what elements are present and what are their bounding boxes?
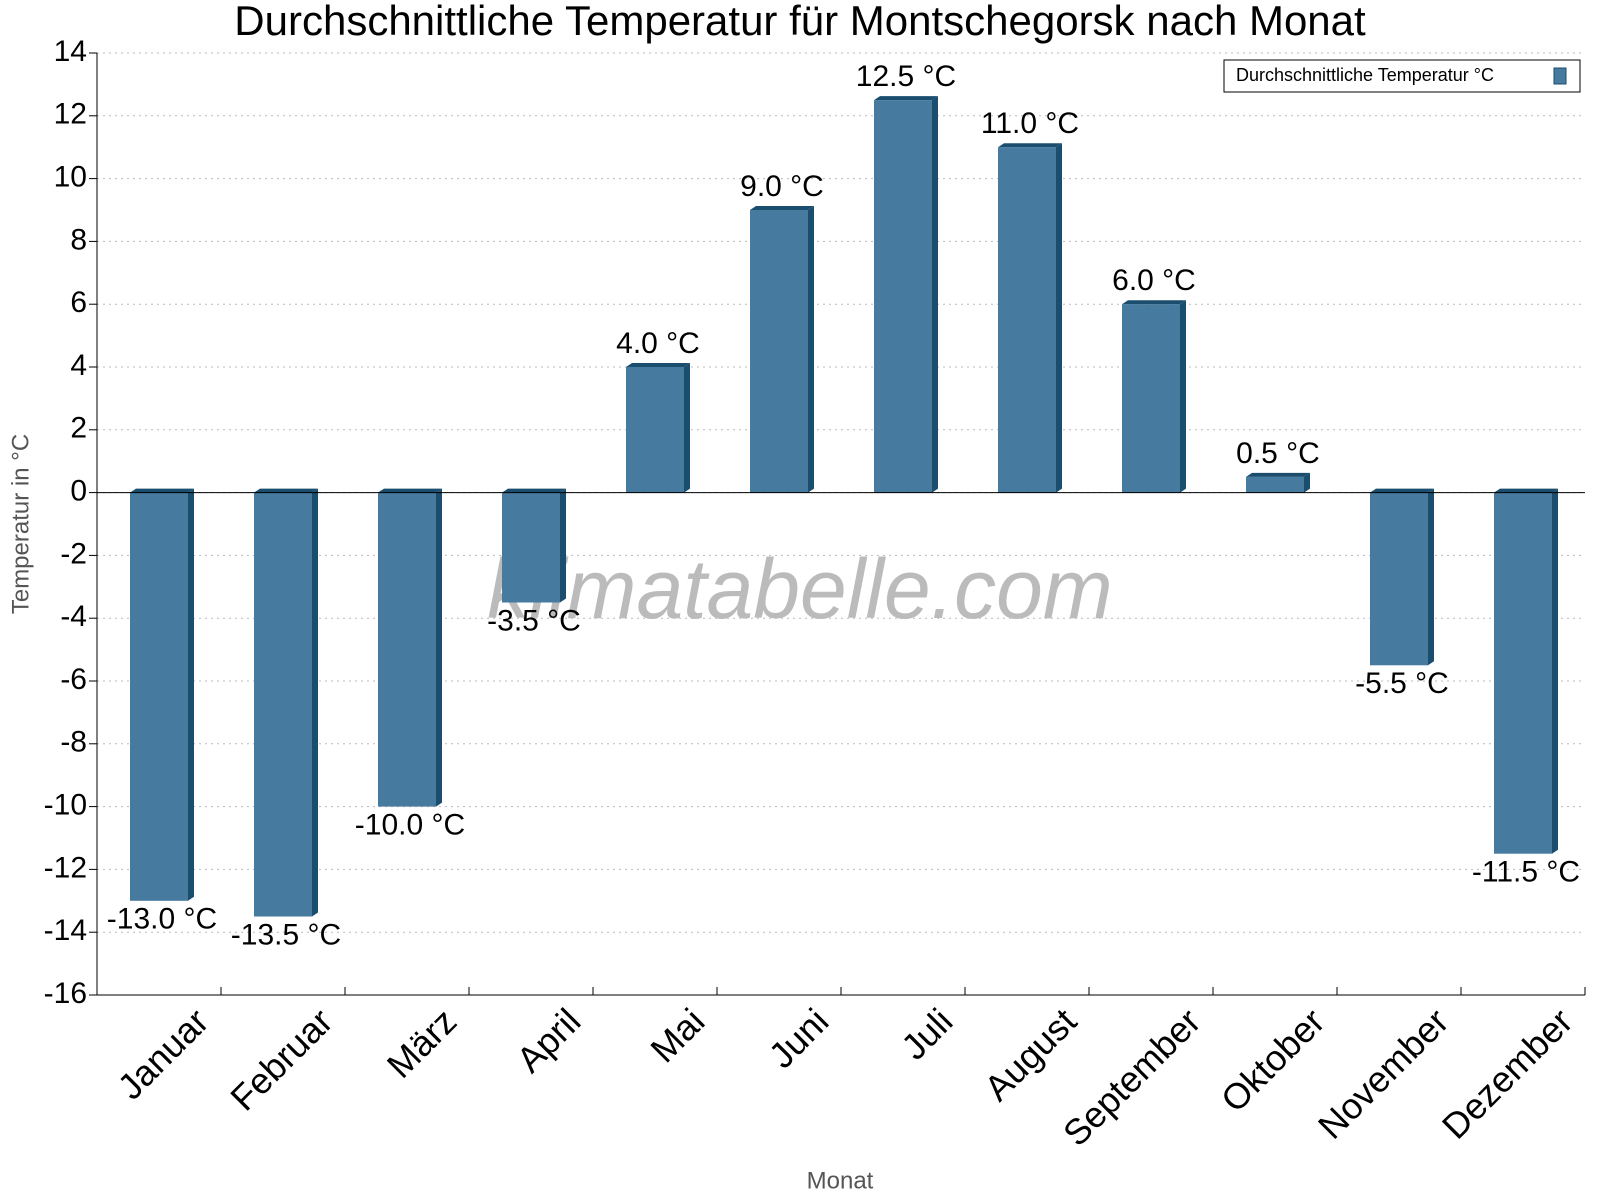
bar-top: [502, 488, 566, 493]
bar: [130, 492, 188, 901]
value-label: 6.0 °C: [1112, 264, 1196, 297]
bar-side: [1180, 300, 1186, 493]
bar-side: [1552, 488, 1558, 854]
chart-title: Durchschnittliche Temperatur für Montsch…: [234, 0, 1366, 44]
x-axis-label: Monat: [807, 1167, 874, 1194]
bar-top: [378, 488, 442, 493]
y-axis-label: Temperatur in °C: [7, 434, 34, 614]
legend-box: [1223, 59, 1581, 93]
y-tick-label: -16: [44, 977, 87, 1010]
y-tick-label: 4: [70, 349, 87, 382]
watermark: klimatabelle.com: [487, 542, 1113, 636]
bar-side: [1304, 472, 1310, 493]
bar-side: [560, 488, 566, 603]
bar-top: [254, 488, 318, 493]
value-label: 11.0 °C: [981, 107, 1079, 140]
bar: [750, 210, 808, 493]
y-tick-label: 0: [70, 475, 87, 508]
y-tick-label: 6: [70, 286, 87, 319]
bar-side: [312, 488, 318, 917]
y-tick-label: 2: [70, 412, 87, 445]
bar-side: [808, 206, 814, 493]
bar-top: [130, 488, 194, 493]
bar-side: [684, 363, 690, 493]
value-label: 0.5 °C: [1236, 437, 1320, 470]
value-label: -11.5 °C: [1472, 856, 1580, 889]
value-label: 9.0 °C: [740, 170, 824, 203]
bar: [1370, 492, 1428, 666]
value-label: -5.5 °C: [1355, 667, 1449, 700]
y-tick-label: -8: [60, 726, 87, 759]
y-tick-label: -2: [60, 537, 87, 570]
y-tick-label: -14: [44, 914, 87, 947]
value-label: -10.0 °C: [355, 809, 465, 842]
value-label: -13.5 °C: [231, 918, 341, 951]
bar-side: [1428, 488, 1434, 666]
bar: [874, 100, 932, 493]
y-tick-label: 8: [70, 223, 87, 256]
y-tick-label: 12: [54, 98, 87, 131]
bar: [626, 367, 684, 493]
bar-top: [1370, 488, 1434, 493]
value-label: 12.5 °C: [856, 60, 956, 93]
bar-side: [932, 96, 938, 493]
value-label: -13.0 °C: [107, 903, 217, 936]
value-label: -3.5 °C: [487, 604, 581, 637]
bar: [1494, 492, 1552, 854]
y-tick-label: 14: [54, 35, 87, 68]
bar-top: [1494, 488, 1558, 493]
legend-swatch: [1553, 67, 1567, 85]
bar-top: [1122, 300, 1186, 305]
bar-side: [436, 488, 442, 807]
y-tick-label: -12: [44, 851, 87, 884]
bar: [378, 492, 436, 807]
value-label: 4.0 °C: [616, 327, 700, 360]
bar: [502, 492, 560, 603]
y-tick-label: 10: [54, 161, 87, 194]
bar-side: [188, 488, 194, 901]
bar-top: [750, 206, 814, 210]
bar: [254, 492, 312, 917]
bar: [1122, 304, 1180, 493]
y-tick-label: -4: [60, 600, 87, 633]
y-tick-label: -10: [44, 789, 87, 822]
bar-top: [1246, 472, 1310, 477]
bar-top: [626, 363, 690, 367]
bar-top: [998, 143, 1062, 148]
y-tick-label: -6: [60, 663, 87, 696]
bar-side: [1056, 143, 1062, 493]
bar-top: [874, 96, 938, 101]
bar: [1246, 476, 1304, 493]
bar: [998, 147, 1056, 493]
legend-label: Durchschnittliche Temperatur °C: [1236, 65, 1494, 85]
